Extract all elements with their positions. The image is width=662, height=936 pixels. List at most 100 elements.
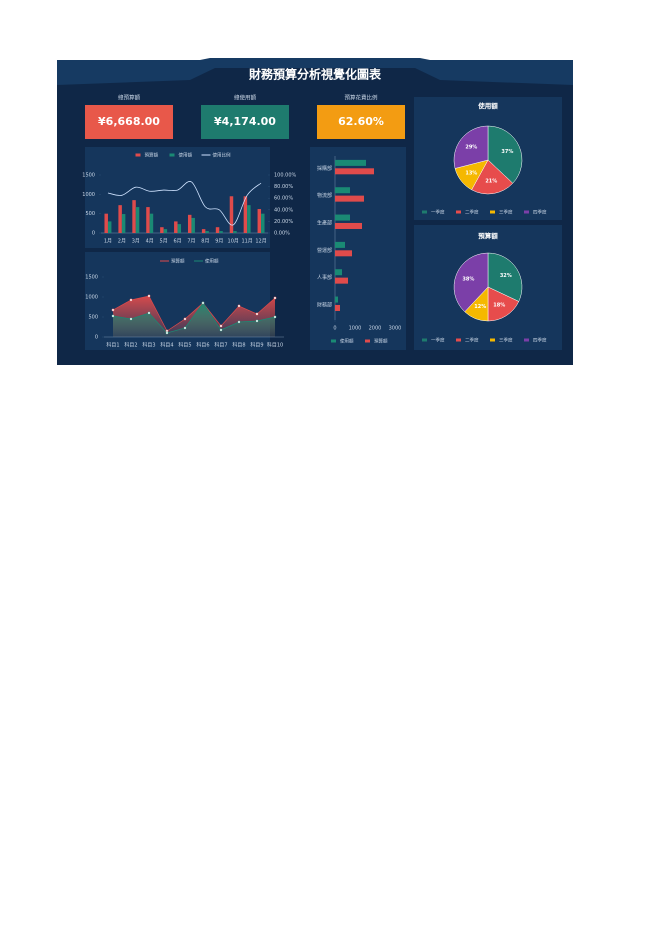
bar: [335, 187, 350, 194]
pie-title: 使用額: [477, 101, 498, 110]
kpi-label: 總預算額: [118, 94, 141, 102]
y-tick-label: 物流部: [317, 192, 332, 199]
point: [111, 308, 115, 312]
bar: [335, 214, 350, 221]
bar: [335, 269, 342, 276]
x-tick-label: 科目9: [250, 342, 263, 349]
bar: [335, 159, 366, 166]
y2-tick-label: 100.00%: [274, 173, 296, 179]
y2-tick-label: 60.00%: [274, 196, 293, 202]
point: [273, 315, 277, 319]
kpi-label: 預算花費比例: [344, 94, 378, 102]
legend-swatch: [456, 210, 461, 214]
bar: [191, 217, 195, 233]
slice-label: 29%: [465, 145, 477, 151]
kpi-value: ¥6,668.00: [98, 115, 160, 128]
legend-swatch: [365, 339, 370, 343]
x-tick-label: 1月: [104, 239, 112, 245]
x-tick-label: 科目3: [142, 342, 155, 349]
x-tick-label: 4月: [146, 239, 154, 245]
kpi-card: [317, 105, 405, 139]
bar: [335, 277, 348, 284]
bar: [205, 231, 209, 233]
x-tick-label: 3000: [389, 326, 402, 332]
slice-label: 21%: [485, 178, 497, 184]
slice-label: 13%: [465, 170, 477, 176]
x-tick-label: 7月: [187, 239, 195, 245]
x-tick-label: 12月: [255, 239, 266, 245]
bar: [146, 207, 150, 233]
y-tick-label: 1500: [82, 173, 95, 179]
line: [112, 295, 276, 332]
y-tick-label: 0: [92, 231, 95, 237]
y-tick-label: 生產部: [317, 219, 332, 226]
bar: [335, 168, 374, 175]
slice-label: 12%: [474, 304, 486, 310]
x-tick-label: 科目8: [232, 342, 245, 349]
line: [107, 181, 262, 226]
y-tick-label: 財務部: [317, 301, 332, 308]
x-tick-label: 11月: [241, 239, 252, 245]
slice-label: 18%: [493, 302, 505, 308]
y2-tick-label: 0.00%: [274, 231, 290, 237]
pie-slice: [453, 252, 489, 313]
charts: 0 500 1000 1500 0.00% 20.00% 40.00% 60.00% 80.00…: [82, 101, 547, 349]
point: [111, 314, 115, 318]
legend-label: 預算額: [145, 152, 159, 159]
y-tick-label: 採購部: [317, 165, 332, 172]
legend-swatch: [331, 339, 336, 343]
bar: [335, 250, 352, 257]
legend-swatch: [490, 338, 495, 342]
slice-label: 38%: [462, 277, 474, 283]
bar: [215, 227, 220, 233]
bar: [335, 296, 338, 303]
bar: [233, 231, 237, 233]
x-tick-label: 8月: [201, 239, 209, 245]
legend-swatch: [422, 210, 427, 214]
x-tick-label: 5月: [160, 239, 168, 245]
point: [219, 328, 223, 332]
point: [183, 317, 187, 321]
legend-swatch: [135, 153, 141, 157]
pie-slice: [487, 125, 523, 184]
legend-label: 二季度: [465, 209, 479, 216]
x-tick-label: 9月: [215, 239, 223, 245]
bar: [257, 209, 262, 233]
legend-swatch: [524, 338, 529, 342]
pie-slice: [453, 125, 489, 169]
point: [129, 317, 133, 321]
legend-swatch: [524, 210, 529, 214]
y2-tick-label: 20.00%: [274, 219, 293, 225]
point: [273, 296, 277, 300]
kpi-card: [201, 105, 289, 139]
legend-label: 預算額: [374, 338, 388, 345]
x-tick-label: 科目7: [214, 342, 227, 349]
panel: [310, 147, 406, 350]
legend-label: 使用額: [179, 152, 193, 159]
legend-label: 四季度: [533, 209, 547, 216]
point: [255, 312, 259, 316]
kpi-value: ¥4,174.00: [214, 115, 276, 128]
y-tick-label: 500: [85, 211, 95, 217]
x-tick-label: 科目5: [178, 342, 191, 349]
dashboard-title: 財務預算分析視覺化圖表: [248, 67, 382, 82]
x-tick-label: 科目10: [267, 342, 283, 349]
x-tick-label: 1000: [349, 326, 362, 332]
legend-label: 使用額: [205, 258, 219, 265]
bar: [201, 229, 206, 233]
legend-swatch: [169, 153, 175, 157]
bar: [335, 222, 362, 229]
legend-label: 四季度: [533, 337, 547, 344]
kpi-value: 62.60%: [338, 115, 384, 128]
legend-swatch: [490, 210, 495, 214]
legend-label: 使用比例: [213, 152, 231, 159]
y-tick-label: 營運部: [317, 247, 332, 254]
legend-label: 使用額: [340, 338, 354, 345]
y-tick-label: 0: [95, 335, 98, 341]
legend-label: 預算額: [171, 258, 185, 265]
bar: [107, 221, 112, 233]
bar: [335, 195, 364, 202]
kpi-label: 總使用額: [234, 94, 257, 102]
x-tick-label: 2000: [369, 326, 382, 332]
